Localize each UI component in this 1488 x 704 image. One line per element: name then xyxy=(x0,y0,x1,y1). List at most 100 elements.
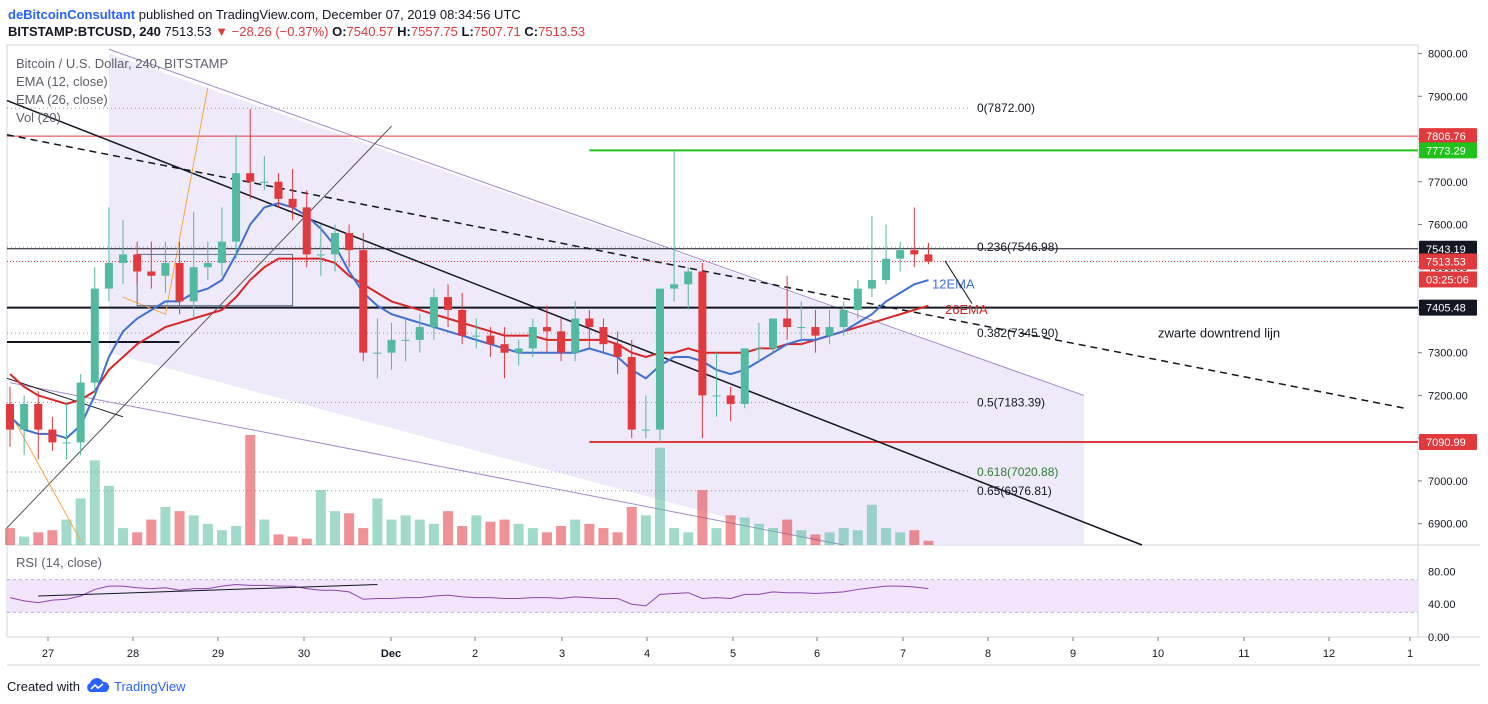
volume-bar xyxy=(824,532,835,545)
volume-bar xyxy=(852,530,863,545)
volume-bar xyxy=(471,515,482,545)
high-value: 7557.75 xyxy=(410,24,458,39)
rsi-tick-label: 0.00 xyxy=(1428,632,1449,644)
candle-body xyxy=(161,262,170,276)
volume-bar xyxy=(132,532,143,545)
candle-body xyxy=(147,271,156,276)
candle-body xyxy=(542,327,551,332)
candle-body xyxy=(429,297,438,328)
high-label: H: xyxy=(397,24,411,39)
volume-bar xyxy=(358,528,369,545)
time-tick-label: 28 xyxy=(127,648,139,660)
volume-bar xyxy=(329,511,340,545)
candle-body xyxy=(910,250,919,255)
candle-body xyxy=(684,271,693,285)
candle-body xyxy=(133,254,142,272)
candle-body xyxy=(444,297,453,310)
price-tick-label: 7700.00 xyxy=(1428,177,1468,189)
volume-bar xyxy=(231,525,242,545)
candle-body xyxy=(104,262,113,289)
candle-body xyxy=(48,429,57,443)
open-label: O: xyxy=(332,24,347,39)
volume-bar xyxy=(640,515,651,545)
tradingview-brand[interactable]: TradingView xyxy=(113,678,186,694)
volume-bar xyxy=(584,523,595,545)
legend-volume[interactable]: Vol (20) xyxy=(16,110,61,125)
candle-body xyxy=(613,344,622,357)
candle-body xyxy=(217,241,226,263)
candle-body xyxy=(260,181,269,183)
candle-body xyxy=(740,348,749,404)
candle-body xyxy=(754,348,763,350)
open-value: 7540.57 xyxy=(346,24,394,39)
volume-bar xyxy=(103,485,114,545)
volume-bar xyxy=(796,530,807,545)
last-price: 7513.53 xyxy=(164,24,212,39)
candle-body xyxy=(769,318,778,349)
volume-bar xyxy=(287,536,298,545)
volume-bar xyxy=(768,528,779,545)
volume-bar xyxy=(753,523,764,545)
downtrend-annotation: zwarte downtrend lijn xyxy=(1158,325,1280,340)
time-tick-label: 8 xyxy=(985,648,991,660)
time-tick-label: 7 xyxy=(900,648,906,660)
rsi-band xyxy=(7,579,1418,613)
candle-body xyxy=(839,309,848,328)
candle-body xyxy=(924,254,933,262)
volume-bar xyxy=(428,523,439,545)
candle-body xyxy=(458,309,467,336)
legend-title: Bitcoin / U.S. Dollar, 240, BITSTAMP xyxy=(16,56,229,71)
chart-legend: Bitcoin / U.S. Dollar, 240, BITSTAMP EMA… xyxy=(16,55,228,127)
candle-body xyxy=(330,233,339,255)
volume-bar xyxy=(739,517,750,545)
candle-body xyxy=(896,250,905,259)
time-tick-label: 2 xyxy=(472,648,478,660)
volume-bar xyxy=(273,534,284,545)
candle-body xyxy=(712,395,721,397)
candle-body xyxy=(486,335,495,345)
price-tick-label: 6900.00 xyxy=(1428,519,1468,531)
volume-bar xyxy=(202,523,213,545)
price-tick-label: 7200.00 xyxy=(1428,390,1468,402)
volume-bar xyxy=(810,534,821,545)
legend-ema26[interactable]: EMA (26, close) xyxy=(16,92,108,107)
volume-bar xyxy=(527,528,538,545)
volume-bar xyxy=(146,519,157,545)
volume-bar xyxy=(33,532,44,545)
uptrend-line xyxy=(6,125,392,529)
close-value: 7513.53 xyxy=(538,24,586,39)
time-tick-label: 3 xyxy=(559,648,565,660)
volume-bar xyxy=(301,538,312,545)
price-badge-label: 7405.48 xyxy=(1426,303,1466,315)
candle-body xyxy=(599,327,608,345)
price-badge-label: 7513.53 xyxy=(1426,256,1466,268)
author-name[interactable]: deBitcoinConsultant xyxy=(8,7,136,22)
published-text: published on TradingView.com, December 0… xyxy=(135,7,521,22)
rsi-legend[interactable]: RSI (14, close) xyxy=(16,555,102,570)
price-tick-label: 7900.00 xyxy=(1428,91,1468,103)
volume-bar xyxy=(174,511,185,545)
time-tick-label: Dec xyxy=(381,648,401,660)
price-badge xyxy=(1419,240,1477,257)
candle-body xyxy=(387,339,396,353)
legend-ema12[interactable]: EMA (12, close) xyxy=(16,74,108,89)
price-badge xyxy=(1419,128,1477,145)
volume-bar xyxy=(669,528,680,545)
candle-body xyxy=(528,327,537,349)
volume-bar xyxy=(160,506,171,545)
time-tick-label: 1 xyxy=(1407,648,1413,660)
volume-bar xyxy=(711,528,722,545)
orange-line-left xyxy=(9,412,82,541)
volume-bar xyxy=(245,435,256,545)
candle-body xyxy=(415,327,424,340)
price-badge-label: 7806.76 xyxy=(1426,131,1466,143)
annotation-arrow xyxy=(944,260,973,304)
volume-bar xyxy=(541,532,552,545)
fib-level-label: 0.5(7183.39) xyxy=(977,396,1045,410)
candle-body xyxy=(90,288,99,383)
candle-body xyxy=(783,318,792,328)
volume-bar xyxy=(881,528,892,545)
volume-bar xyxy=(598,528,609,545)
fib-level-label: 0.236(7546.98) xyxy=(977,240,1058,254)
